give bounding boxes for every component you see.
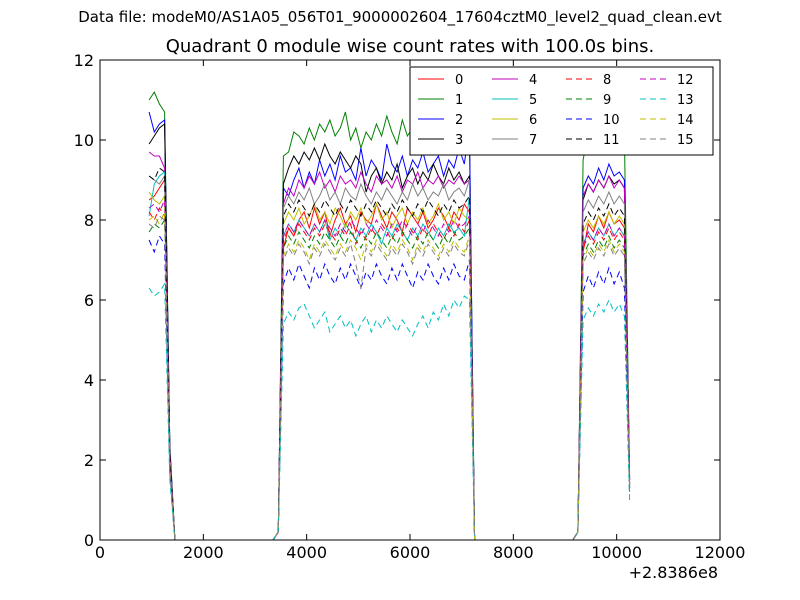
legend-label-12: 12	[677, 73, 694, 88]
figure-suptitle: Data file: modeM0/AS1A05_056T01_90000026…	[78, 8, 722, 26]
x-tick-label: 8000	[493, 543, 534, 562]
legend-label-13: 13	[677, 93, 694, 108]
legend-label-6: 6	[529, 113, 537, 128]
legend-label-8: 8	[603, 73, 611, 88]
series-layer	[148, 90, 631, 541]
series-line-5	[148, 170, 631, 541]
series-line-3	[148, 122, 631, 541]
legend-label-4: 4	[529, 73, 537, 88]
legend-label-15: 15	[677, 133, 694, 148]
x-tick-label: 12000	[695, 543, 746, 562]
legend-label-7: 7	[529, 133, 537, 148]
y-tick-label: 2	[84, 451, 94, 470]
y-tick-label: 6	[84, 291, 94, 310]
y-tick-label: 8	[84, 211, 94, 230]
series-line-0	[148, 178, 631, 541]
series-line-7	[148, 174, 631, 541]
series-line-14	[148, 211, 631, 541]
series-line-10	[148, 234, 631, 541]
series-line-6	[148, 191, 631, 541]
x-tick-label: 0	[95, 543, 105, 562]
series-line-1	[148, 90, 631, 541]
legend-label-1: 1	[455, 93, 463, 108]
series-line-11	[148, 167, 631, 541]
legend-box	[409, 66, 714, 156]
x-tick-label: 2000	[183, 543, 224, 562]
series-line-9	[148, 218, 631, 541]
y-tick-label: 10	[74, 131, 94, 150]
y-tick-label: 12	[74, 51, 94, 70]
x-tick-label: 10000	[591, 543, 642, 562]
series-line-15	[148, 215, 631, 541]
x-tick-label: 4000	[286, 543, 327, 562]
legend-label-5: 5	[529, 93, 537, 108]
x-tick-label: 6000	[390, 543, 431, 562]
series-line-8	[148, 206, 631, 541]
legend-label-9: 9	[603, 93, 611, 108]
series-line-13	[148, 282, 631, 541]
chart-title: Quadrant 0 module wise count rates with …	[165, 36, 655, 57]
y-tick-label: 0	[84, 531, 94, 550]
legend-label-2: 2	[455, 113, 463, 128]
x-axis-offset-label: +2.8386e8	[629, 563, 718, 582]
legend-label-14: 14	[677, 113, 694, 128]
legend-label-11: 11	[603, 133, 620, 148]
legend-label-10: 10	[603, 113, 620, 128]
legend-label-3: 3	[455, 133, 463, 148]
y-tick-label: 4	[84, 371, 94, 390]
legend-label-0: 0	[455, 73, 463, 88]
